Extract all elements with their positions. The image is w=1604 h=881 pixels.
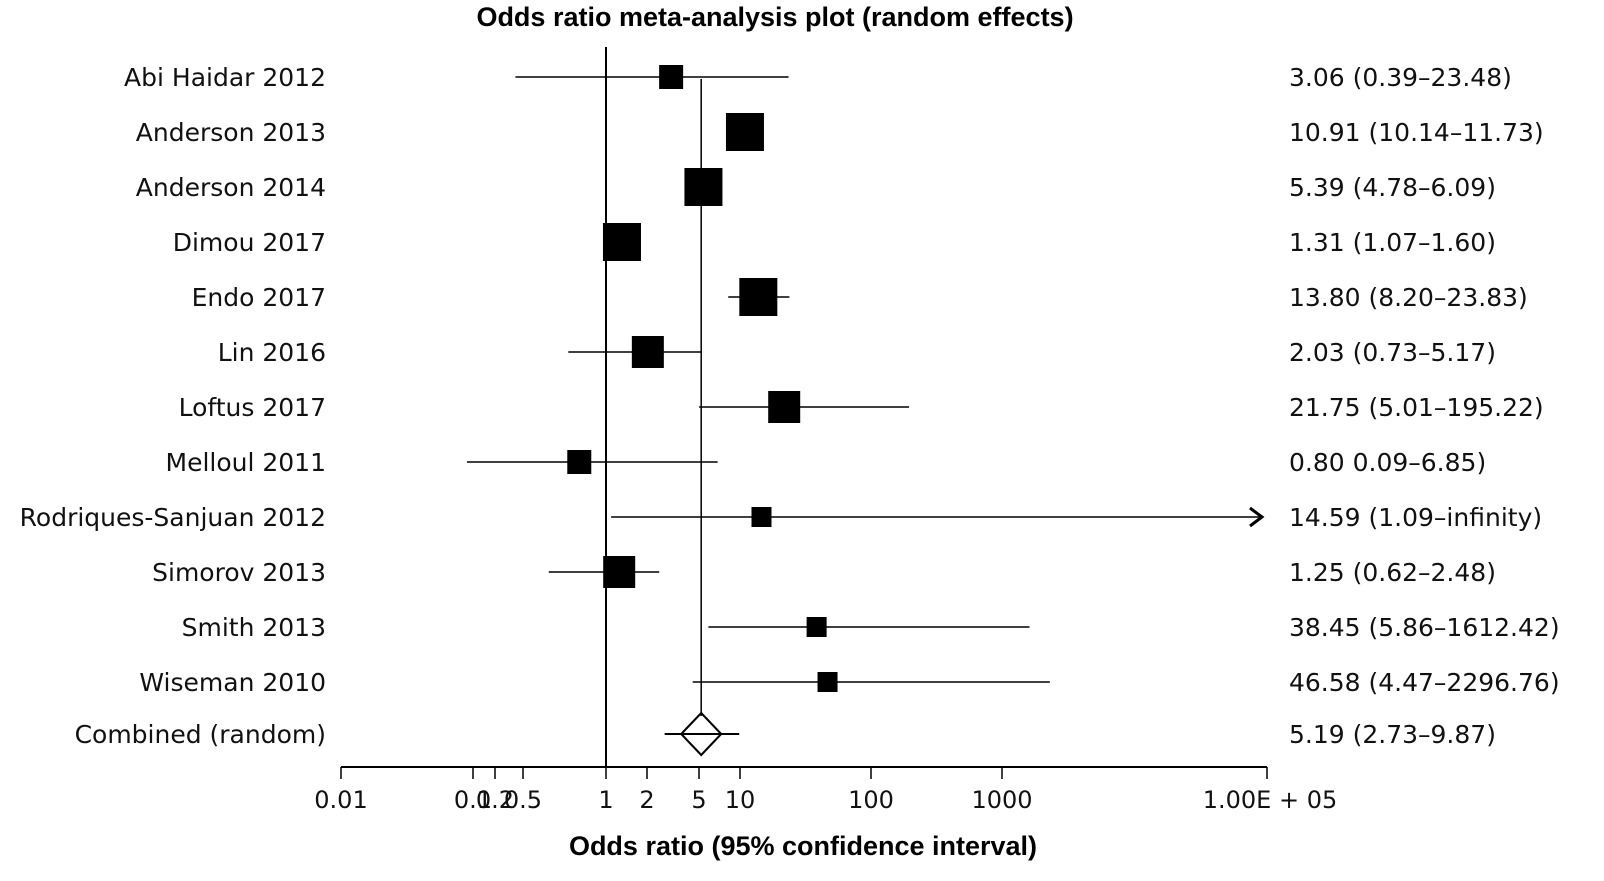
combined-estimate-label: 5.19 (2.73–9.87)	[1289, 720, 1496, 749]
x-tick-label: 10	[725, 786, 756, 814]
study-name: Wiseman 2010	[139, 668, 326, 697]
study-name: Abi Haidar 2012	[124, 63, 326, 92]
x-tick-label: 0.1	[454, 786, 492, 814]
estimate-label: 2.03 (0.73–5.17)	[1289, 338, 1496, 367]
point-estimate	[817, 672, 838, 692]
x-tick-label: 5	[691, 786, 706, 814]
study-row: Smith 2013 38.45 (5.86–1612.42)	[182, 613, 1560, 642]
estimate-label: 0.80 0.09–6.85)	[1289, 448, 1486, 477]
x-tick-label: 1	[598, 786, 613, 814]
study-row: Endo 2017 13.80 (8.20–23.83)	[192, 278, 1528, 316]
study-name: Melloul 2011	[166, 448, 327, 477]
point-estimate	[684, 168, 723, 206]
combined-row: Combined (random) 5.19 (2.73–9.87)	[75, 711, 1496, 757]
point-estimate	[751, 507, 772, 527]
study-name: Smith 2013	[182, 613, 326, 642]
study-row: Abi Haidar 2012 3.06 (0.39–23.48)	[124, 63, 1512, 92]
x-tick-label: 0.01	[314, 786, 367, 814]
estimate-label: 38.45 (5.86–1612.42)	[1289, 613, 1560, 642]
estimate-label: 1.25 (0.62–2.48)	[1289, 558, 1496, 587]
combined-name: Combined (random)	[75, 720, 326, 749]
point-estimate	[768, 391, 801, 423]
study-name: Anderson 2013	[136, 118, 326, 147]
estimate-label: 10.91 (10.14–11.73)	[1289, 118, 1544, 147]
study-row: Loftus 2017 21.75 (5.01–195.22)	[179, 391, 1544, 423]
point-estimate	[725, 113, 764, 151]
x-tick-label: 0.2	[476, 786, 514, 814]
point-estimate	[659, 65, 684, 89]
ci-arrow-icon	[1249, 506, 1265, 528]
estimate-label: 1.31 (1.07–1.60)	[1289, 228, 1496, 257]
study-name: Anderson 2014	[136, 173, 326, 202]
x-axis-label: Odds ratio (95% confidence interval)	[569, 831, 1037, 861]
estimate-label: 13.80 (8.20–23.83)	[1289, 283, 1528, 312]
study-name: Loftus 2017	[179, 393, 326, 422]
study-rows: Abi Haidar 2012 3.06 (0.39–23.48) Anderson…	[20, 63, 1560, 697]
study-name: Endo 2017	[192, 283, 326, 312]
study-row: Wiseman 2010 46.58 (4.47–2296.76)	[139, 668, 1559, 697]
study-row: Rodriques-Sanjuan 2012 14.59 (1.09–infini…	[20, 503, 1542, 532]
study-name: Dimou 2017	[173, 228, 326, 257]
point-estimate	[631, 336, 664, 368]
point-estimate	[806, 617, 827, 637]
estimate-label: 21.75 (5.01–195.22)	[1289, 393, 1544, 422]
estimate-label: 46.58 (4.47–2296.76)	[1289, 668, 1560, 697]
estimate-label: 5.39 (4.78–6.09)	[1289, 173, 1496, 202]
point-estimate	[567, 450, 592, 474]
study-row: Lin 2016 2.03 (0.73–5.17)	[218, 336, 1496, 368]
point-estimate	[739, 278, 778, 316]
x-tick-label: 1.00E + 05	[1203, 786, 1338, 814]
study-row: Dimou 2017 1.31 (1.07–1.60)	[173, 223, 1496, 261]
study-row: Simorov 2013 1.25 (0.62–2.48)	[152, 556, 1496, 588]
x-tick-label: 100	[848, 786, 894, 814]
study-name: Simorov 2013	[152, 558, 326, 587]
combined-diamond	[679, 711, 723, 757]
estimate-label: 3.06 (0.39–23.48)	[1289, 63, 1512, 92]
study-row: Melloul 2011 0.80 0.09–6.85)	[166, 448, 1487, 477]
study-row: Anderson 2014 5.39 (4.78–6.09)	[136, 168, 1496, 206]
study-name: Lin 2016	[218, 338, 326, 367]
chart-title: Odds ratio meta-analysis plot (random ef…	[476, 2, 1073, 32]
x-axis: 0.01 0.10.20.5 1 2 5 10 100 1000 1.00E + 05	[314, 766, 1338, 814]
x-tick-label: 0.5	[504, 786, 542, 814]
estimate-label: 14.59 (1.09–infinity)	[1289, 503, 1542, 532]
point-estimate	[603, 556, 636, 588]
x-tick-label: 2	[639, 786, 654, 814]
reference-lines	[605, 47, 702, 767]
x-tick-label: 1000	[971, 786, 1032, 814]
point-estimate	[602, 223, 641, 261]
study-row: Anderson 2013 10.91 (10.14–11.73)	[136, 113, 1544, 151]
study-name: Rodriques-Sanjuan 2012	[20, 503, 326, 532]
